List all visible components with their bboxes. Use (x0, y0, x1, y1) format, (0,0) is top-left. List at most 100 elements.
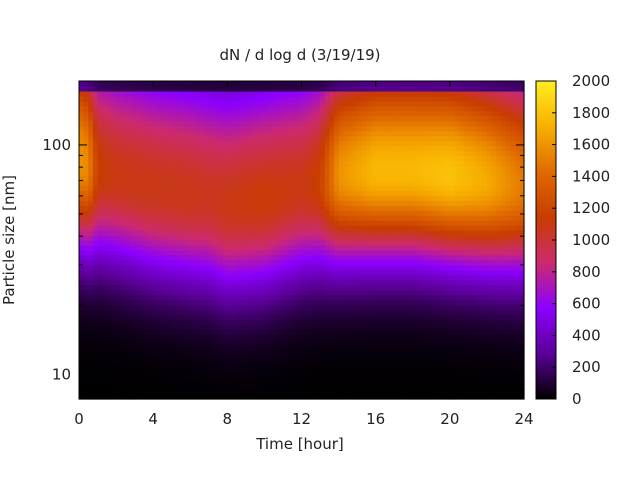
heatmap-cell (422, 220, 428, 226)
heatmap-cell (412, 100, 418, 107)
heatmap-cell (148, 299, 154, 306)
heatmap-cell (380, 279, 386, 286)
heatmap-cell (366, 190, 372, 196)
heatmap-cell (371, 394, 377, 400)
heatmap-cell (306, 165, 312, 172)
heatmap-cell (208, 394, 215, 400)
heatmap-cell (199, 244, 205, 251)
heatmap-cell (148, 369, 154, 375)
heatmap-cell (218, 374, 224, 380)
heatmap-cell (102, 155, 108, 162)
heatmap-cell (241, 230, 247, 236)
heatmap-cell (116, 125, 122, 132)
heatmap-cell (259, 175, 266, 181)
heatmap-cell (259, 304, 266, 311)
heatmap-cell (116, 324, 122, 331)
heatmap-cell (241, 190, 247, 196)
heatmap-cell (231, 185, 238, 191)
heatmap-cell (241, 150, 247, 157)
heatmap-cell (320, 110, 326, 117)
heatmap-cell (250, 130, 256, 137)
heatmap-cell (222, 105, 228, 112)
heatmap-cell (324, 125, 330, 132)
heatmap-cell (236, 374, 242, 380)
heatmap-cell (255, 125, 261, 132)
heatmap-cell (426, 190, 432, 196)
heatmap-cell (435, 225, 442, 231)
heatmap-cell (129, 244, 136, 251)
heatmap-cell (403, 279, 409, 286)
heatmap-cell (125, 384, 131, 390)
heatmap-cell (273, 160, 279, 167)
heatmap-cell (222, 244, 228, 251)
heatmap-cell (148, 105, 154, 112)
heatmap-cell (417, 304, 423, 311)
heatmap-cell (250, 220, 256, 226)
heatmap-cell (180, 364, 187, 370)
heatmap-cell (222, 299, 228, 306)
heatmap-cell (366, 354, 372, 360)
heatmap-cell (380, 269, 386, 276)
heatmap-cell (97, 369, 103, 375)
heatmap-cell (171, 339, 177, 345)
heatmap-cell (338, 359, 344, 365)
heatmap-cell (241, 324, 247, 331)
heatmap-cell (292, 145, 298, 152)
heatmap-cell (227, 339, 233, 345)
heatmap-cell (83, 309, 89, 316)
heatmap-cell (435, 215, 442, 221)
heatmap-cell (329, 95, 335, 102)
heatmap-cell (88, 379, 94, 385)
heatmap-cell (157, 130, 164, 137)
heatmap-cell (222, 369, 228, 375)
heatmap-cell (338, 264, 344, 271)
heatmap-cell (120, 299, 126, 306)
heatmap-cell (394, 344, 400, 350)
heatmap-cell (301, 374, 307, 380)
heatmap-cell (301, 140, 307, 147)
heatmap-cell (375, 240, 381, 246)
heatmap-cell (213, 100, 219, 107)
heatmap-cell (412, 294, 418, 301)
heatmap-cell (255, 81, 261, 87)
heatmap-cell (403, 364, 409, 370)
heatmap-cell (315, 140, 321, 147)
heatmap-cell (213, 240, 219, 246)
heatmap-cell (88, 210, 94, 216)
heatmap-cell (320, 85, 326, 92)
heatmap-cell (204, 364, 210, 370)
heatmap-cell (162, 264, 168, 271)
heatmap-cell (255, 210, 261, 216)
heatmap-cell (134, 90, 140, 97)
heatmap-cell (134, 304, 140, 311)
heatmap-cell (116, 294, 122, 301)
heatmap-cell (204, 165, 210, 172)
heatmap-cell (394, 135, 400, 142)
heatmap-cell (375, 369, 381, 375)
heatmap-cell (162, 150, 168, 157)
heatmap-cell (320, 289, 326, 296)
heatmap-cell (259, 100, 266, 107)
heatmap-cell (296, 259, 303, 266)
heatmap-cell (162, 359, 168, 365)
heatmap-cell (218, 389, 224, 395)
heatmap-cell (134, 85, 140, 92)
heatmap-cell (190, 110, 196, 117)
heatmap-cell (222, 364, 228, 370)
heatmap-cell (306, 299, 312, 306)
heatmap-cell (106, 259, 113, 266)
heatmap-cell (236, 100, 242, 107)
heatmap-cell (167, 259, 173, 266)
heatmap-cell (167, 329, 173, 336)
heatmap-cell (306, 85, 312, 92)
heatmap-cell (357, 344, 363, 350)
heatmap-cell (292, 230, 298, 236)
heatmap-cell (116, 319, 122, 326)
heatmap-cell (190, 225, 196, 231)
heatmap-cell (412, 249, 418, 256)
heatmap-cell (120, 81, 126, 87)
heatmap-cell (259, 369, 266, 375)
heatmap-cell (329, 354, 335, 360)
heatmap-cell (120, 319, 126, 326)
heatmap-cell (357, 334, 363, 340)
